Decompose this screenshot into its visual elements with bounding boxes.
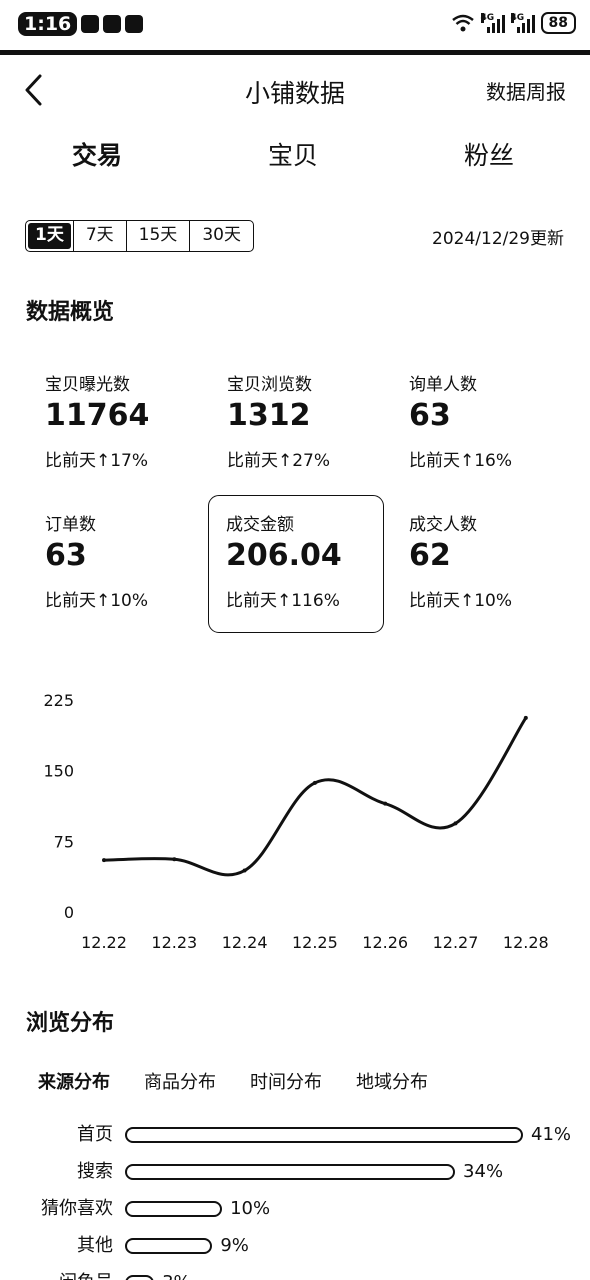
range-30days[interactable]: 30天 xyxy=(189,221,253,251)
range-15days[interactable]: 15天 xyxy=(125,221,190,251)
distribution-percent: 3% xyxy=(162,1270,191,1280)
x-tick-label: 12.26 xyxy=(362,933,408,952)
x-tick-label: 12.23 xyxy=(151,933,197,952)
page-title: 小铺数据 xyxy=(244,79,345,108)
notification-icon xyxy=(81,15,100,33)
metric-card-views[interactable]: 宝贝浏览数 1312 比前天↑27% xyxy=(210,356,386,494)
distribution-label: 闲鱼号 xyxy=(59,1270,113,1280)
tab-items[interactable]: 宝贝 xyxy=(268,141,319,170)
distribution-bar xyxy=(125,1164,456,1180)
distribution-row: 搜索 34% xyxy=(0,1159,590,1185)
metric-value: 1312 xyxy=(227,398,311,433)
metric-value: 63 xyxy=(45,538,87,573)
distribution-percent: 10% xyxy=(230,1198,271,1219)
x-tick-label: 12.24 xyxy=(222,933,268,952)
main-tabs: 交易 宝贝 粉丝 xyxy=(0,136,590,180)
metric-label: 订单数 xyxy=(45,515,96,535)
distribution-row: 闲鱼号 3% xyxy=(0,1270,590,1280)
metric-compare: 比前天↑116% xyxy=(226,591,340,611)
back-button[interactable] xyxy=(18,72,54,108)
nfc-icon xyxy=(125,15,144,33)
metric-card-exposure[interactable]: 宝贝曝光数 11764 比前天↑17% xyxy=(28,356,204,494)
range-7days[interactable]: 7天 xyxy=(72,221,126,251)
metric-label: 宝贝曝光数 xyxy=(45,375,130,395)
y-tick-label: 75 xyxy=(54,832,74,851)
distribution-row: 首页 41% xyxy=(0,1122,590,1148)
battery-indicator: 88 xyxy=(540,12,576,34)
metric-compare: 比前天↑10% xyxy=(45,591,149,611)
distribution-row: 猜你喜欢 10% xyxy=(0,1196,590,1222)
y-tick-label: 0 xyxy=(64,903,74,922)
x-tick-label: 12.25 xyxy=(292,933,338,952)
distribution-bar xyxy=(125,1238,213,1254)
distribution-label: 首页 xyxy=(77,1124,113,1145)
signal-icon: 4G xyxy=(480,13,505,33)
metric-label: 成交人数 xyxy=(409,515,477,535)
distribution-bar xyxy=(125,1127,523,1143)
wifi-icon xyxy=(451,14,474,32)
date-range-selector: 1天 7天 15天 30天 xyxy=(25,220,254,252)
metric-value: 11764 xyxy=(45,398,150,433)
x-tick-label: 12.22 xyxy=(81,933,127,952)
tab-trade[interactable]: 交易 xyxy=(72,141,123,170)
metric-label: 宝贝浏览数 xyxy=(227,375,312,395)
distribution-bar xyxy=(125,1275,155,1280)
metric-card-orders[interactable]: 订单数 63 比前天↑10% xyxy=(28,496,204,634)
overview-title: 数据概览 xyxy=(26,300,115,325)
metric-compare: 比前天↑27% xyxy=(227,451,331,471)
browse-title: 浏览分布 xyxy=(26,1011,115,1036)
tab-source[interactable]: 来源分布 xyxy=(38,1072,110,1093)
x-tick-label: 12.28 xyxy=(503,933,549,952)
tab-region[interactable]: 地域分布 xyxy=(356,1072,428,1093)
data-point xyxy=(102,858,106,863)
metric-card-inquiries[interactable]: 询单人数 63 比前天↑16% xyxy=(392,356,568,494)
tab-fans[interactable]: 粉丝 xyxy=(464,141,515,170)
data-point xyxy=(453,821,458,826)
metric-value: 62 xyxy=(409,538,451,573)
browse-sub-tabs: 来源分布 商品分布 时间分布 地域分布 xyxy=(38,1068,428,1094)
x-tick-label: 12.27 xyxy=(433,933,479,952)
data-point xyxy=(312,780,317,785)
data-point xyxy=(172,857,177,862)
metric-value: 206.04 xyxy=(226,538,342,573)
distribution-percent: 41% xyxy=(531,1124,572,1145)
tab-time[interactable]: 时间分布 xyxy=(250,1072,322,1093)
bluetooth-icon xyxy=(103,15,122,33)
distribution-bar xyxy=(125,1201,223,1217)
y-tick-label: 225 xyxy=(43,691,74,710)
metric-compare: 比前天↑17% xyxy=(45,451,149,471)
weekly-report-link[interactable]: 数据周报 xyxy=(486,80,566,104)
data-point xyxy=(242,868,247,873)
series-line xyxy=(102,716,528,877)
sales-line-chart: 225 150 75 0 12.22 12.23 12.24 12.25 12.26 12.27 1… xyxy=(43,691,549,952)
y-tick-label: 150 xyxy=(43,762,74,781)
metric-label: 成交金额 xyxy=(226,515,294,535)
metric-compare: 比前天↑10% xyxy=(409,591,513,611)
data-point xyxy=(383,801,388,806)
distribution-label: 其他 xyxy=(77,1235,113,1256)
status-bar: 1:16 4G 4G 88 xyxy=(0,0,590,54)
tab-product[interactable]: 商品分布 xyxy=(144,1072,216,1093)
range-1day[interactable]: 1天 xyxy=(28,223,71,249)
status-time: 1:16 xyxy=(18,12,78,36)
app-header: 小铺数据 数据周报 xyxy=(0,60,590,120)
distribution-label: 搜索 xyxy=(77,1161,113,1182)
metric-card-buyers[interactable]: 成交人数 62 比前天↑10% xyxy=(392,496,568,634)
distribution-percent: 9% xyxy=(220,1235,249,1256)
status-divider xyxy=(0,50,590,55)
signal-icon-2: 4G xyxy=(510,13,535,33)
metric-value: 63 xyxy=(409,398,451,433)
distribution-label: 猜你喜欢 xyxy=(41,1198,113,1219)
data-point xyxy=(523,715,528,720)
distribution-row: 其他 9% xyxy=(0,1233,590,1259)
metric-label: 询单人数 xyxy=(409,375,477,395)
metric-compare: 比前天↑16% xyxy=(409,451,513,471)
distribution-percent: 34% xyxy=(463,1161,504,1182)
metric-card-sales-amount[interactable]: 成交金额 206.04 比前天↑116% xyxy=(208,495,384,633)
update-timestamp: 2024/12/29更新 xyxy=(432,229,564,249)
